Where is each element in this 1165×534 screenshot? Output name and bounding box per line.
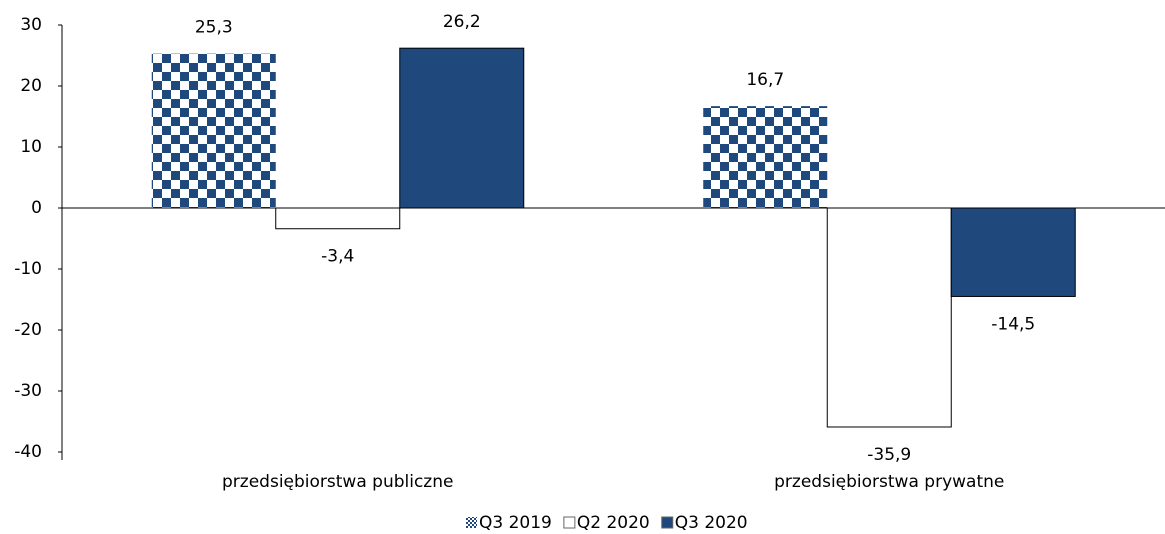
legend-swatch [661, 516, 674, 529]
y-tick-label: 10 [20, 137, 42, 157]
value-label: 25,3 [195, 18, 233, 38]
value-label: 26,2 [443, 12, 481, 32]
legend-label: Q2 2020 [577, 513, 650, 533]
bar [950, 207, 1076, 297]
x-tick-label: przedsiębiorstwa prywatne [774, 472, 1004, 492]
bar [151, 53, 276, 208]
legend-swatch [466, 517, 477, 528]
bar [275, 207, 401, 230]
legend: Q3 2019 Q2 2020 Q3 2020 [466, 513, 748, 533]
x-tick-label: przedsiębiorstwa publiczne [222, 472, 453, 492]
bar [826, 207, 952, 428]
y-tick-label: 30 [20, 15, 42, 35]
y-tick-label: -40 [14, 442, 42, 462]
bar [399, 47, 525, 209]
y-tick-label: 20 [20, 76, 42, 96]
y-tick-label: 0 [31, 198, 42, 218]
value-label: 16,7 [746, 70, 784, 90]
value-label: -3,4 [321, 247, 354, 267]
legend-swatch [563, 516, 576, 529]
y-tick-label: -20 [14, 320, 42, 340]
y-tick-label: -10 [14, 259, 42, 279]
y-tick-label: -30 [14, 381, 42, 401]
legend-label: Q3 2019 [479, 513, 552, 533]
value-label: -35,9 [867, 445, 911, 465]
bar [703, 106, 828, 208]
legend-label: Q3 2020 [675, 513, 748, 533]
value-label: -14,5 [991, 314, 1035, 334]
